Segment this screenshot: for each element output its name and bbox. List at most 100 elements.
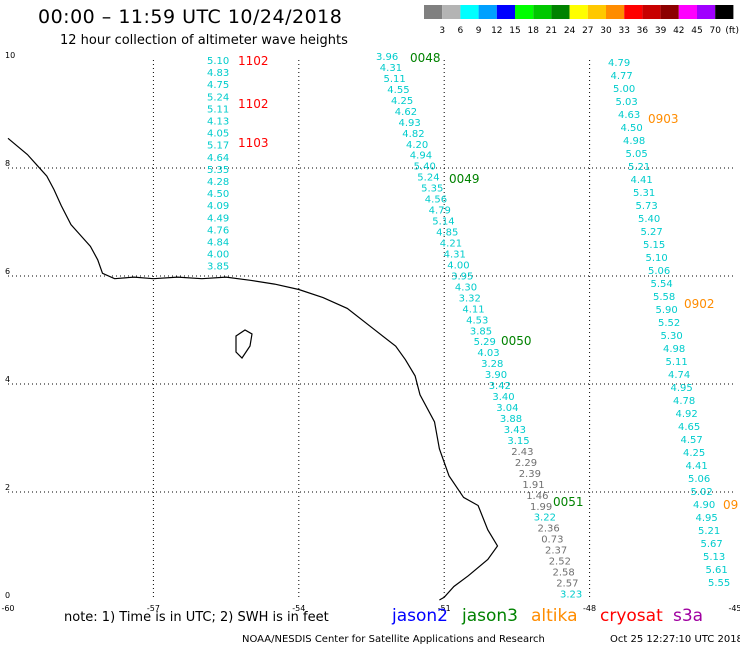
wave-height-label: 5.29	[474, 337, 496, 348]
colorbar-tick-label: 27	[582, 26, 593, 36]
wave-height-label: 4.56	[425, 195, 447, 206]
wave-height-label: 4.63	[618, 110, 640, 121]
colorbar-swatch	[496, 5, 515, 19]
legend-jason3: jason3	[462, 606, 518, 626]
wave-height-label: 5.21	[628, 162, 650, 173]
wave-height-label: 4.90	[693, 500, 715, 511]
wave-height-label: 5.55	[708, 578, 730, 589]
colorbar-tick-label: 39	[655, 26, 667, 36]
satellite-track: 3.964.315.114.554.254.624.934.824.204.94…	[376, 51, 584, 601]
colorbar-tick-label: 33	[618, 26, 629, 36]
wave-height-label: 5.24	[207, 92, 229, 103]
colorbar-tick-label: 21	[546, 26, 557, 36]
wave-height-label: 4.50	[207, 189, 229, 200]
wave-height-label: 4.95	[671, 383, 693, 394]
wave-height-label: 1.46	[526, 491, 548, 502]
colorbar-tick-label: 15	[509, 26, 520, 36]
wave-height-label: 5.11	[384, 74, 406, 85]
wave-height-label: 4.84	[207, 238, 229, 249]
wave-height-label: 5.21	[698, 526, 720, 537]
page-subtitle: 12 hour collection of altimeter wave hei…	[60, 33, 348, 48]
wave-height-label: 4.30	[455, 282, 477, 293]
x-tick-label: -45	[728, 604, 740, 613]
y-tick-label: 6	[5, 267, 10, 276]
wave-height-label: 4.49	[207, 213, 229, 224]
wave-height-label: 4.25	[683, 448, 705, 459]
wave-height-label: 5.58	[653, 292, 675, 303]
wave-height-label: 4.05	[207, 129, 229, 140]
colorbar-swatch	[642, 5, 661, 19]
x-tick-label: -54	[292, 604, 305, 613]
wave-height-label: 5.90	[656, 305, 678, 316]
wave-height-label: 4.50	[621, 123, 643, 134]
colorbar-swatch	[697, 5, 716, 19]
colorbar-swatch	[678, 5, 697, 19]
wave-height-label: 3.43	[504, 425, 526, 436]
wave-height-label: 5.52	[658, 318, 680, 329]
wave-height-label: 3.23	[560, 590, 582, 601]
wave-height-label: 4.79	[429, 206, 451, 217]
colorbar-tick-label: 42	[673, 26, 684, 36]
wave-height-label: 4.76	[207, 225, 229, 236]
wave-height-label: 3.90	[485, 370, 507, 381]
wave-height-label: 3.42	[489, 381, 511, 392]
wave-height-label: 5.40	[638, 214, 660, 225]
wave-height-label: 0.73	[541, 535, 563, 546]
wave-height-label: 4.53	[466, 315, 488, 326]
wave-height-label: 4.98	[623, 136, 645, 147]
legend-s3a: s3a	[673, 606, 704, 626]
colorbar-swatch	[442, 5, 461, 19]
wave-height-label: 5.02	[691, 487, 713, 498]
wave-height-label: 4.11	[462, 304, 484, 315]
pass-time-label: 09	[723, 498, 738, 512]
colorbar-tick-label: 45	[691, 26, 702, 36]
wave-height-label: 5.27	[641, 227, 663, 238]
colorbar-tick-label: 36	[637, 26, 649, 36]
wave-height-label: 4.28	[207, 177, 229, 188]
colorbar-swatch	[715, 5, 734, 19]
wave-height-label: 5.17	[207, 141, 229, 152]
pass-time-label: 0903	[648, 112, 679, 126]
y-tick-label: 0	[5, 591, 10, 600]
satellite-track: 5.104.834.755.245.11 4.134.055.174.645.35…	[207, 54, 269, 273]
colorbar-swatch	[660, 5, 679, 19]
pass-time-label: 0902	[684, 297, 715, 311]
x-tick-label: -57	[147, 604, 160, 613]
wave-height-label: 2.43	[511, 447, 533, 458]
wave-height-label: 5.10	[207, 56, 229, 67]
colorbar-swatch	[587, 5, 606, 19]
pass-time-label: 1102	[238, 97, 269, 111]
wave-height-label: 5.61	[706, 565, 728, 576]
colorbar-unit: (ft)	[725, 26, 739, 36]
wave-height-label: 4.95	[696, 513, 718, 524]
wave-height-label: 1.91	[522, 480, 544, 491]
colorbar-tick-label: 9	[476, 26, 482, 36]
wave-height-label: 4.62	[395, 107, 417, 118]
island-outline	[235, 329, 253, 359]
wave-height-label: 3.22	[534, 513, 556, 524]
colorbar-swatch	[460, 5, 479, 19]
wave-height-label: 5.40	[414, 162, 436, 173]
legend-jason2: jason2	[392, 606, 448, 626]
wave-height-label: 4.77	[611, 71, 633, 82]
wave-height-colorbar: 3 6 9 12 15 18 21 24 27 30 33 36 39 42 45 70 (ft)	[424, 5, 739, 36]
wave-height-label: 4.20	[406, 140, 428, 151]
x-tick-label: -48	[583, 604, 596, 613]
y-tick-label: 2	[5, 483, 10, 492]
colorbar-swatch	[624, 5, 643, 19]
wave-height-label: 2.29	[515, 458, 537, 469]
y-tick-label: 10	[5, 51, 15, 60]
wave-height-label: 5.06	[688, 474, 710, 485]
legend-cryosat: cryosat	[600, 606, 663, 626]
wave-height-label: 4.41	[686, 461, 708, 472]
colorbar-swatch	[533, 5, 552, 19]
pass-time-label: 0051	[553, 495, 584, 509]
wave-height-label: 4.55	[387, 85, 409, 96]
wave-height-label: 4.83	[207, 68, 229, 79]
coastline	[7, 137, 499, 601]
colorbar-swatch	[515, 5, 534, 19]
colorbar-swatch	[478, 5, 497, 19]
wave-height-label: 4.21	[440, 239, 462, 250]
wave-height-label: 2.36	[538, 524, 560, 535]
